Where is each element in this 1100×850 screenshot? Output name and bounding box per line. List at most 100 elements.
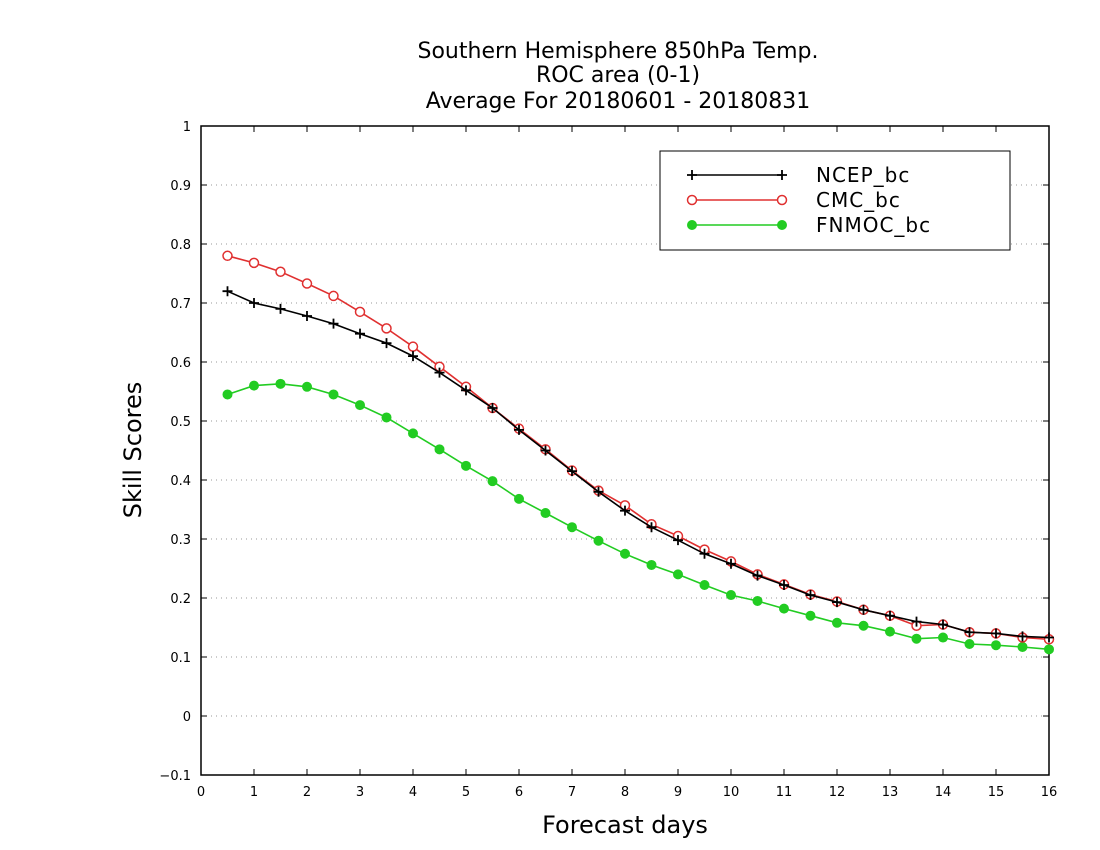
data-point xyxy=(964,639,975,650)
x-tick-label: 7 xyxy=(568,785,576,800)
data-point xyxy=(301,278,313,289)
data-point xyxy=(620,548,630,559)
data-point xyxy=(832,597,842,608)
y-tick-label: 0.3 xyxy=(170,533,191,548)
y-tick-label: 0 xyxy=(183,710,191,725)
x-tick-label: 8 xyxy=(621,785,629,800)
data-point xyxy=(540,445,551,456)
data-point xyxy=(540,508,551,519)
x-tick-label: 2 xyxy=(303,785,311,800)
series-ncep-bc xyxy=(222,286,1054,643)
data-point xyxy=(752,595,763,606)
data-point xyxy=(777,220,787,230)
data-point xyxy=(752,570,763,581)
data-point xyxy=(249,298,259,308)
data-point xyxy=(328,290,339,302)
data-point xyxy=(673,569,683,580)
data-point xyxy=(355,400,365,411)
series-line xyxy=(227,382,1050,651)
data-point xyxy=(779,603,789,614)
series-line xyxy=(227,255,1050,641)
data-point xyxy=(858,620,869,631)
data-point xyxy=(302,381,312,392)
data-point xyxy=(354,306,366,318)
data-point xyxy=(1017,641,1028,652)
data-point xyxy=(381,412,392,423)
data-point xyxy=(805,590,816,601)
data-point xyxy=(302,310,312,321)
data-point xyxy=(567,466,577,477)
data-point xyxy=(964,627,975,638)
y-tick-label: 0.2 xyxy=(170,592,191,607)
x-tick-label: 9 xyxy=(674,785,682,800)
data-point xyxy=(434,444,445,455)
data-point xyxy=(687,220,697,230)
y-tick-label: 0.6 xyxy=(170,356,191,371)
y-tick-label: 0.1 xyxy=(170,651,191,666)
data-point xyxy=(885,626,895,637)
data-point xyxy=(222,286,233,297)
data-point xyxy=(991,640,1001,651)
data-point xyxy=(328,389,339,400)
series-cmc-bc xyxy=(222,250,1055,645)
data-point xyxy=(487,476,498,487)
data-point xyxy=(514,493,524,504)
data-point xyxy=(1044,644,1054,655)
data-point xyxy=(514,424,524,435)
data-point xyxy=(1044,632,1054,643)
data-point xyxy=(776,194,788,206)
data-point xyxy=(461,385,471,396)
data-point xyxy=(911,616,922,627)
data-point xyxy=(686,194,698,206)
data-point xyxy=(328,318,339,329)
data-point xyxy=(567,522,577,533)
x-tick-label: 0 xyxy=(197,785,205,800)
axis-ticks: −0.100.10.20.30.40.50.60.70.80.910 1 2 3 4 5 6… xyxy=(159,120,1057,800)
x-tick-label: 11 xyxy=(776,785,793,800)
y-tick-label: 0.9 xyxy=(170,179,191,194)
data-point xyxy=(858,604,869,615)
legend-item: FNMOC_bc xyxy=(687,213,930,237)
data-point xyxy=(249,380,259,391)
data-point xyxy=(434,367,445,378)
data-point xyxy=(726,590,736,601)
data-point xyxy=(779,580,789,591)
data-point xyxy=(646,559,657,570)
data-point xyxy=(938,619,948,630)
data-point xyxy=(885,610,895,621)
data-point xyxy=(646,522,657,533)
legend-label: NCEP_bc xyxy=(816,163,910,187)
x-tick-label: 15 xyxy=(988,785,1005,800)
grid-lines xyxy=(201,184,1049,717)
x-tick-label: 3 xyxy=(356,785,364,800)
x-tick-label: 10 xyxy=(723,785,740,800)
chart-title: Southern Hemisphere 850hPa Temp. ROC are… xyxy=(418,39,819,114)
y-tick-label: 0.7 xyxy=(170,297,191,312)
data-point xyxy=(687,170,697,180)
chart-title-line-2: ROC area (0-1) xyxy=(536,63,700,88)
x-tick-label: 12 xyxy=(829,785,846,800)
data-point xyxy=(1017,631,1028,642)
series-fnmoc-bc xyxy=(222,378,1054,655)
x-tick-label: 16 xyxy=(1041,785,1058,800)
x-tick-label: 6 xyxy=(515,785,523,800)
x-tick-label: 4 xyxy=(409,785,417,800)
y-tick-label: 0.5 xyxy=(170,415,191,430)
series-line xyxy=(227,290,1050,639)
y-tick-label: 0.8 xyxy=(170,238,191,253)
data-point xyxy=(222,389,233,400)
data-point xyxy=(832,617,842,628)
y-tick-label: −0.1 xyxy=(159,769,191,784)
x-tick-label: 13 xyxy=(882,785,899,800)
chart-title-line-3: Average For 20180601 - 20180831 xyxy=(426,89,811,114)
data-point xyxy=(408,351,418,362)
data-point xyxy=(699,580,710,591)
data-point xyxy=(726,558,736,569)
data-point xyxy=(355,328,365,339)
chart-title-line-1: Southern Hemisphere 850hPa Temp. xyxy=(418,39,819,64)
y-axis-label: Skill Scores xyxy=(119,382,147,519)
data-point xyxy=(381,323,392,334)
data-point xyxy=(275,378,286,389)
